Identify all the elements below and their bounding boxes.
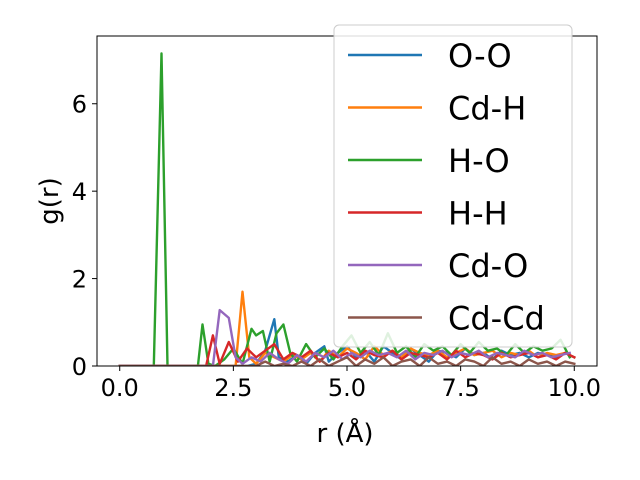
y-tick-label: 6 — [72, 91, 87, 119]
y-axis-label: g(r) — [35, 177, 65, 224]
x-axis-ticks: 0.0 2.5 5.0 7.5 10.0 — [101, 366, 601, 402]
legend-label: Cd-O — [448, 247, 528, 285]
legend: O-O Cd-H H-O H-H Cd-O Cd-Cd — [333, 24, 573, 348]
x-tick-label: 7.5 — [442, 374, 480, 402]
legend-label: Cd-Cd — [448, 300, 545, 338]
series-line-cd-o — [118, 308, 572, 366]
x-tick-label: 5.0 — [328, 374, 366, 402]
legend-label: Cd-H — [448, 90, 526, 128]
y-axis-ticks: 0 2 4 6 — [72, 91, 97, 381]
x-axis-label: r (Å) — [316, 417, 373, 449]
legend-box — [333, 24, 573, 348]
x-tick-label: 10.0 — [548, 374, 601, 402]
legend-label: H-H — [448, 195, 508, 233]
series-line-cd-cd — [118, 356, 576, 366]
x-tick-label: 2.5 — [214, 374, 252, 402]
y-tick-label: 4 — [72, 178, 87, 206]
y-tick-label: 0 — [72, 353, 87, 381]
x-tick-label: 0.0 — [101, 374, 139, 402]
legend-label: O-O — [448, 37, 512, 75]
y-tick-label: 2 — [72, 266, 87, 294]
legend-label: H-O — [448, 142, 510, 180]
series-line-h-o — [118, 52, 572, 366]
